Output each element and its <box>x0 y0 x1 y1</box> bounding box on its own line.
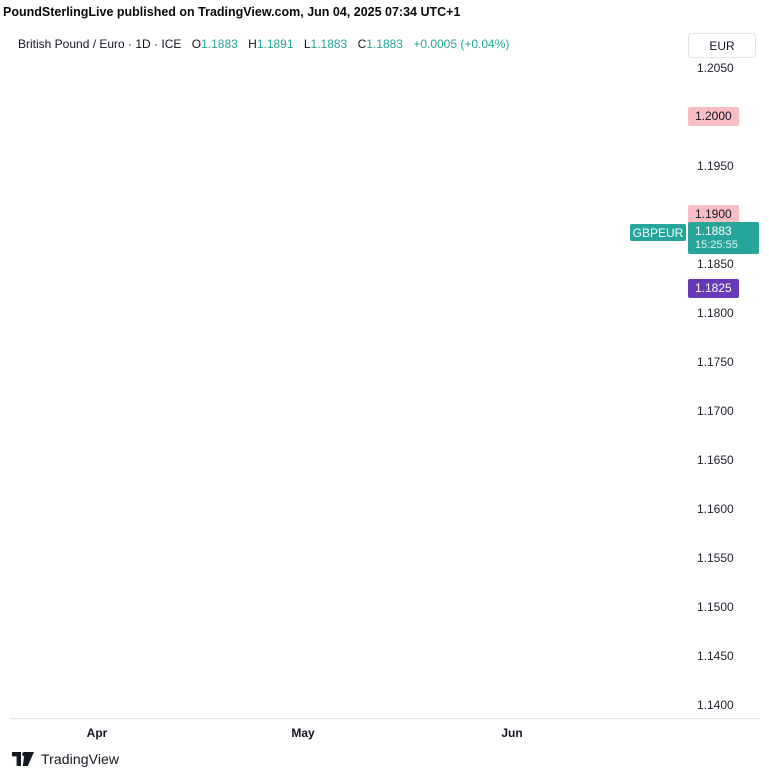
price-axis-label: 1.1800 <box>697 306 734 320</box>
currency-button[interactable]: EUR <box>688 33 756 58</box>
price-axis-label: 1.2050 <box>697 61 734 75</box>
ohlc-low-label: L <box>303 37 311 51</box>
time-axis-label-may: May <box>291 726 315 740</box>
price-axis-label: 1.1400 <box>697 698 734 712</box>
ohlc-low-value: 1.1883 <box>310 37 348 51</box>
time-axis[interactable]: Apr May Jun <box>10 718 760 745</box>
last-price-badge: 1.1883 15:25:55 <box>688 222 759 254</box>
publication-title: PoundSterlingLive published on TradingVi… <box>3 5 461 19</box>
chart-widget[interactable] <box>10 28 760 745</box>
tradingview-link[interactable]: TradingView <box>12 751 119 767</box>
ohlc-change-value: +0.0005 (+0.04%) <box>413 37 510 51</box>
price-axis-label: 1.1550 <box>697 551 734 565</box>
ohlc-close-label: C <box>357 37 367 51</box>
price-axis-label: 1.1450 <box>697 649 734 663</box>
price-axis[interactable]: EUR 1.2050 1.1950 1.1850 1.1800 1.1750 1.1700… <box>686 28 760 718</box>
ohlc-high-value: 1.1891 <box>256 37 294 51</box>
resistance-price-badge-12000: 1.2000 <box>688 107 739 126</box>
support-price-badge: 1.1825 <box>688 279 739 298</box>
last-price-value: 1.1883 <box>695 224 732 238</box>
price-axis-label: 1.1700 <box>697 404 734 418</box>
price-axis-label: 1.1500 <box>697 600 734 614</box>
price-axis-label: 1.1650 <box>697 453 734 467</box>
price-axis-label: 1.1750 <box>697 355 734 369</box>
ohlc-open-label: O <box>191 37 202 51</box>
symbol-legend: British Pound / Euro · 1D · ICE O1.1883 … <box>18 37 509 51</box>
ohlc-close-value: 1.1883 <box>366 37 403 51</box>
price-axis-label: 1.1850 <box>697 257 734 271</box>
price-axis-label: 1.1600 <box>697 502 734 516</box>
tradingview-brand-text: TradingView <box>41 751 120 767</box>
ohlc-open-value: 1.1883 <box>201 37 238 51</box>
ohlc-high-label: H <box>248 37 257 51</box>
symbol-price-tag: GBPEUR <box>630 224 686 241</box>
bar-countdown: 15:25:55 <box>695 239 738 251</box>
symbol-title: British Pound / Euro · 1D · ICE <box>18 37 182 51</box>
price-axis-label: 1.1950 <box>697 159 734 173</box>
time-axis-label-apr: Apr <box>86 726 108 740</box>
time-axis-label-jun: Jun <box>501 726 523 740</box>
tradingview-logo-icon <box>12 751 34 767</box>
